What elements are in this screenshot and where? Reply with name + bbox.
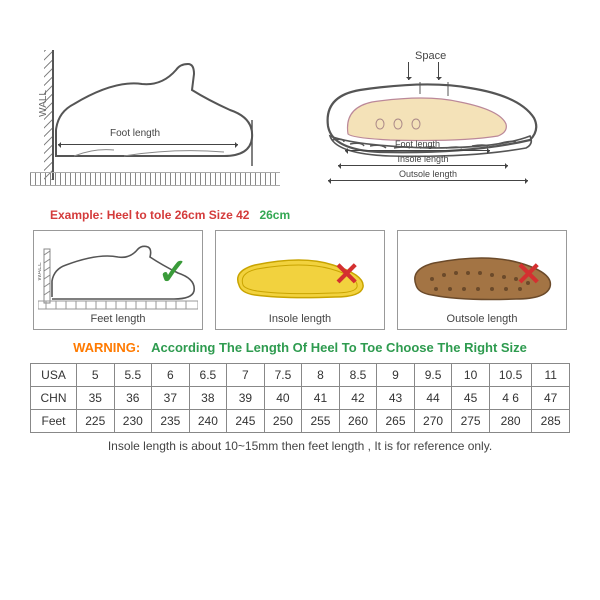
size-cell: 8.5	[339, 364, 377, 387]
size-cell: 270	[414, 410, 452, 433]
outsole-length-dim-label: Outsole length	[399, 169, 457, 179]
insole-length-dim-label: Insole length	[397, 154, 448, 164]
foot-length-dim-label: Foot length	[395, 139, 440, 149]
box-insole-length: ✕ Insole length	[215, 230, 385, 330]
foot-length-dim: Foot length	[345, 150, 490, 151]
size-cell: 44	[414, 387, 452, 410]
cross-icon: ✕	[333, 255, 360, 293]
outsole-length-dim: Outsole length	[328, 180, 528, 181]
foot-side-outline-icon	[54, 60, 254, 170]
row-label: CHN	[31, 387, 77, 410]
size-cell: 5.5	[114, 364, 152, 387]
foot-length-label: Foot length	[110, 128, 160, 139]
top-figures-row: WALL Foot length Space Foot length	[30, 40, 570, 200]
space-label: Space	[415, 50, 446, 62]
size-cell: 39	[227, 387, 265, 410]
insole-length-dim: Insole length	[338, 165, 508, 166]
size-cell: 240	[189, 410, 227, 433]
size-cell: 9	[377, 364, 415, 387]
size-cell: 285	[532, 410, 570, 433]
size-cell: 8	[302, 364, 340, 387]
table-row: Feet225230235240245250255260265270275280…	[31, 410, 570, 433]
row-label: USA	[31, 364, 77, 387]
size-cell: 230	[114, 410, 152, 433]
measurement-method-boxes: WALL ✓ Feet length ✕ Insole length	[30, 230, 570, 330]
size-cell: 7	[227, 364, 265, 387]
warning-label: WARNING:	[73, 340, 140, 355]
box-outsole-label: Outsole length	[447, 313, 518, 325]
size-cell: 11	[532, 364, 570, 387]
size-cell: 275	[452, 410, 490, 433]
box-feet-length: WALL ✓ Feet length	[33, 230, 203, 330]
foot-in-shoe-figure: Space Foot length Insole length Outsole …	[310, 40, 560, 200]
size-cell: 260	[339, 410, 377, 433]
size-cell: 35	[77, 387, 115, 410]
size-cell: 43	[377, 387, 415, 410]
size-cell: 265	[377, 410, 415, 433]
size-cell: 38	[189, 387, 227, 410]
size-cell: 6.5	[189, 364, 227, 387]
row-label: Feet	[31, 410, 77, 433]
size-cell: 40	[264, 387, 302, 410]
size-cell: 225	[77, 410, 115, 433]
size-cell: 7.5	[264, 364, 302, 387]
check-icon: ✓	[158, 251, 188, 293]
size-cell: 37	[152, 387, 190, 410]
example-row: Example: Heel to tole 26cm Size 42 26cm	[50, 208, 570, 222]
table-row: USA55.566.577.588.599.51010.511	[31, 364, 570, 387]
table-row: CHN35363738394041424344454 647	[31, 387, 570, 410]
warning-text: According The Length Of Heel To Toe Choo…	[151, 340, 527, 355]
wall-label: WALL	[38, 90, 49, 117]
warning-line: WARNING: According The Length Of Heel To…	[30, 340, 570, 355]
size-cell: 235	[152, 410, 190, 433]
size-cell: 6	[152, 364, 190, 387]
cross-icon: ✕	[515, 255, 542, 293]
ruler-icon	[30, 172, 280, 186]
size-cell: 250	[264, 410, 302, 433]
size-cell: 10.5	[489, 364, 532, 387]
box-insole-label: Insole length	[269, 313, 331, 325]
box-outsole-length: ✕ Outsole length	[397, 230, 567, 330]
size-cell: 245	[227, 410, 265, 433]
size-cell: 47	[532, 387, 570, 410]
example-suffix: 26cm	[259, 208, 290, 222]
box-feet-label: Feet length	[90, 313, 145, 325]
size-cell: 45	[452, 387, 490, 410]
footnote: Insole length is about 10~15mm then feet…	[30, 439, 570, 453]
size-cell: 5	[77, 364, 115, 387]
size-cell: 10	[452, 364, 490, 387]
svg-text:WALL: WALL	[38, 262, 43, 281]
size-cell: 42	[339, 387, 377, 410]
size-cell: 41	[302, 387, 340, 410]
size-cell: 280	[489, 410, 532, 433]
size-cell: 4 6	[489, 387, 532, 410]
size-cell: 36	[114, 387, 152, 410]
size-cell: 9.5	[414, 364, 452, 387]
size-table: USA55.566.577.588.599.51010.511CHN353637…	[30, 363, 570, 433]
size-cell: 255	[302, 410, 340, 433]
foot-against-wall-figure: WALL Foot length	[30, 40, 280, 200]
example-prefix: Example: Heel to tole 26cm Size 42	[50, 208, 249, 222]
foot-length-arrow	[58, 144, 238, 145]
